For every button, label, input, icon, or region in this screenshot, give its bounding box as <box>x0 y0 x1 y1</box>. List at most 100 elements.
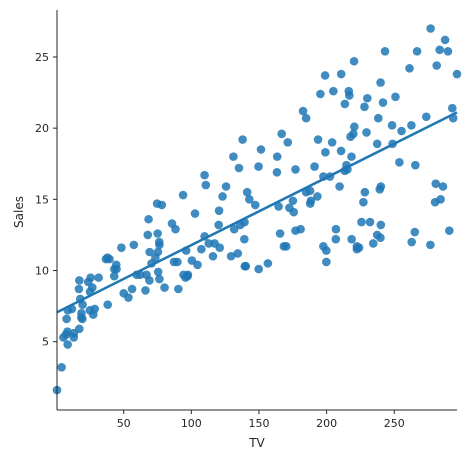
y-tick-label: 5 <box>42 336 49 349</box>
scatter-point <box>362 128 371 137</box>
scatter-point <box>214 220 223 230</box>
scatter-point <box>320 71 330 80</box>
x-tick-label: 100 <box>181 417 202 430</box>
scatter-point <box>179 270 188 280</box>
scatter-point <box>331 224 341 234</box>
scatter-point <box>208 251 218 261</box>
scatter-point <box>167 219 177 228</box>
scatter-point <box>305 186 315 196</box>
scatter-point <box>322 257 331 267</box>
scatter-point <box>336 146 346 156</box>
scatter-point <box>327 138 337 147</box>
scatter-point <box>397 126 406 136</box>
scatter-point <box>78 300 87 309</box>
x-tick-label: 150 <box>248 417 269 430</box>
scatter-point <box>117 243 126 253</box>
scatter-point <box>229 224 239 234</box>
scatter-point <box>412 46 422 56</box>
scatter-point <box>272 152 282 161</box>
scatter-point <box>368 239 378 248</box>
y-axis-title: Sales <box>12 196 26 228</box>
scatter-point <box>153 229 162 238</box>
x-axis-ticks: 50 100 150 200 250 <box>117 410 405 430</box>
scatter-point <box>238 135 247 144</box>
scatter-point <box>443 46 453 56</box>
scatter-point <box>272 167 282 177</box>
y-tick-label: 15 <box>35 193 49 206</box>
scatter-point <box>256 145 266 154</box>
scatter-point <box>359 197 368 207</box>
scatter-point <box>435 45 444 55</box>
scatter-point <box>298 106 308 116</box>
scatter-point <box>263 259 273 268</box>
scatter-point <box>245 195 254 204</box>
scatter-point <box>275 229 285 238</box>
scatter-point <box>193 260 202 270</box>
scatter-point <box>350 122 359 132</box>
scatter-point <box>283 138 293 147</box>
scatter-point <box>306 196 316 206</box>
scatter-point <box>169 257 179 267</box>
scatter-point <box>378 98 388 107</box>
scatter-point <box>319 242 328 251</box>
scatter-point <box>251 200 260 210</box>
scatter-point <box>372 139 382 149</box>
scatter-point <box>380 46 390 56</box>
scatter-point <box>310 162 319 171</box>
scatter-point <box>141 286 150 295</box>
scatter-point <box>436 195 445 204</box>
scatter-point <box>240 261 250 271</box>
scatter-point <box>281 242 291 251</box>
scatter-point <box>373 113 383 123</box>
scatter-point <box>438 182 448 191</box>
scatter-point <box>432 61 442 70</box>
scatter-point <box>233 249 243 258</box>
scatter-point <box>376 220 386 230</box>
scatter-point <box>234 163 244 173</box>
scatter-point <box>103 300 113 309</box>
scatter-point <box>365 217 375 227</box>
scatter-point <box>410 227 420 237</box>
scatter-point <box>387 121 397 130</box>
scatter-point <box>363 93 372 103</box>
scatter-point <box>112 264 121 274</box>
x-axis-title: TV <box>248 436 265 450</box>
scatter-point <box>127 284 137 294</box>
scatter-point <box>143 230 153 240</box>
scatter-point <box>178 190 188 200</box>
scatter-point <box>197 244 206 254</box>
regression-line <box>56 111 458 314</box>
scatter-point <box>347 234 356 244</box>
scatter-point <box>75 324 84 334</box>
scatter-point <box>240 234 249 244</box>
scatter-point <box>160 283 169 292</box>
x-tick-label: 200 <box>316 417 337 430</box>
scatter-point <box>440 35 450 45</box>
scatter-point <box>431 179 441 188</box>
scatter-point <box>288 196 298 206</box>
scatter-point <box>345 91 354 100</box>
scatter-point <box>155 274 164 284</box>
scatter-point <box>426 24 435 33</box>
scatter-point <box>301 113 311 123</box>
scatter-point <box>313 135 323 144</box>
scatter-point <box>407 121 416 130</box>
scatter-point <box>360 102 369 112</box>
scatter-point <box>360 187 370 197</box>
scatter-point <box>313 192 322 201</box>
scatter-point <box>85 306 95 315</box>
scatter-point <box>349 56 359 66</box>
scatter-point <box>226 251 236 261</box>
scatter-point <box>229 152 238 161</box>
x-tick-label: 250 <box>384 417 405 430</box>
scatter-point <box>357 217 366 227</box>
scatter-point <box>154 237 164 247</box>
scatter-point <box>340 99 350 109</box>
scatter-point <box>200 170 209 180</box>
scatter-point <box>376 233 385 243</box>
scatter-point <box>62 314 71 324</box>
scatter-point <box>407 237 416 247</box>
scatter-point <box>218 192 227 201</box>
scatter-point <box>375 185 385 194</box>
